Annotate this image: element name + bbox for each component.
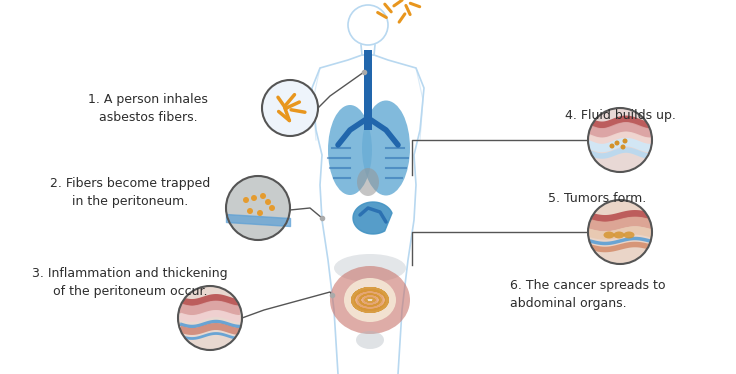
Circle shape — [609, 144, 615, 148]
Ellipse shape — [330, 266, 410, 334]
Ellipse shape — [604, 232, 615, 239]
Circle shape — [178, 286, 242, 350]
Circle shape — [588, 200, 652, 264]
Circle shape — [260, 193, 266, 199]
Text: 5. Tumors form.: 5. Tumors form. — [548, 191, 646, 205]
Polygon shape — [353, 202, 392, 234]
Circle shape — [588, 108, 652, 172]
Ellipse shape — [357, 168, 379, 196]
Circle shape — [178, 286, 242, 350]
Circle shape — [623, 138, 628, 144]
Ellipse shape — [328, 105, 372, 195]
Circle shape — [226, 176, 290, 240]
Circle shape — [615, 141, 620, 145]
Circle shape — [247, 208, 253, 214]
Text: 3. Inflammation and thickening
of the peritoneum occur.: 3. Inflammation and thickening of the pe… — [32, 267, 228, 297]
Ellipse shape — [623, 232, 634, 239]
Text: 4. Fluid builds up.: 4. Fluid builds up. — [565, 108, 676, 122]
Bar — [364, 50, 372, 130]
Text: 6. The cancer spreads to
abdominal organs.: 6. The cancer spreads to abdominal organ… — [510, 279, 665, 310]
Circle shape — [226, 176, 290, 240]
Ellipse shape — [334, 254, 406, 282]
Text: 1. A person inhales
asbestos fibers.: 1. A person inhales asbestos fibers. — [88, 92, 208, 123]
Circle shape — [588, 200, 652, 264]
Ellipse shape — [356, 331, 384, 349]
Circle shape — [265, 199, 271, 205]
Circle shape — [257, 210, 263, 216]
Ellipse shape — [614, 232, 625, 239]
Circle shape — [588, 108, 652, 172]
Circle shape — [262, 80, 318, 136]
Circle shape — [262, 80, 318, 136]
Circle shape — [620, 144, 626, 150]
Ellipse shape — [362, 101, 410, 196]
Circle shape — [269, 205, 275, 211]
Text: 2. Fibers become trapped
in the peritoneum.: 2. Fibers become trapped in the peritone… — [50, 177, 210, 208]
Ellipse shape — [344, 278, 396, 322]
Circle shape — [243, 197, 249, 203]
Circle shape — [251, 195, 257, 201]
